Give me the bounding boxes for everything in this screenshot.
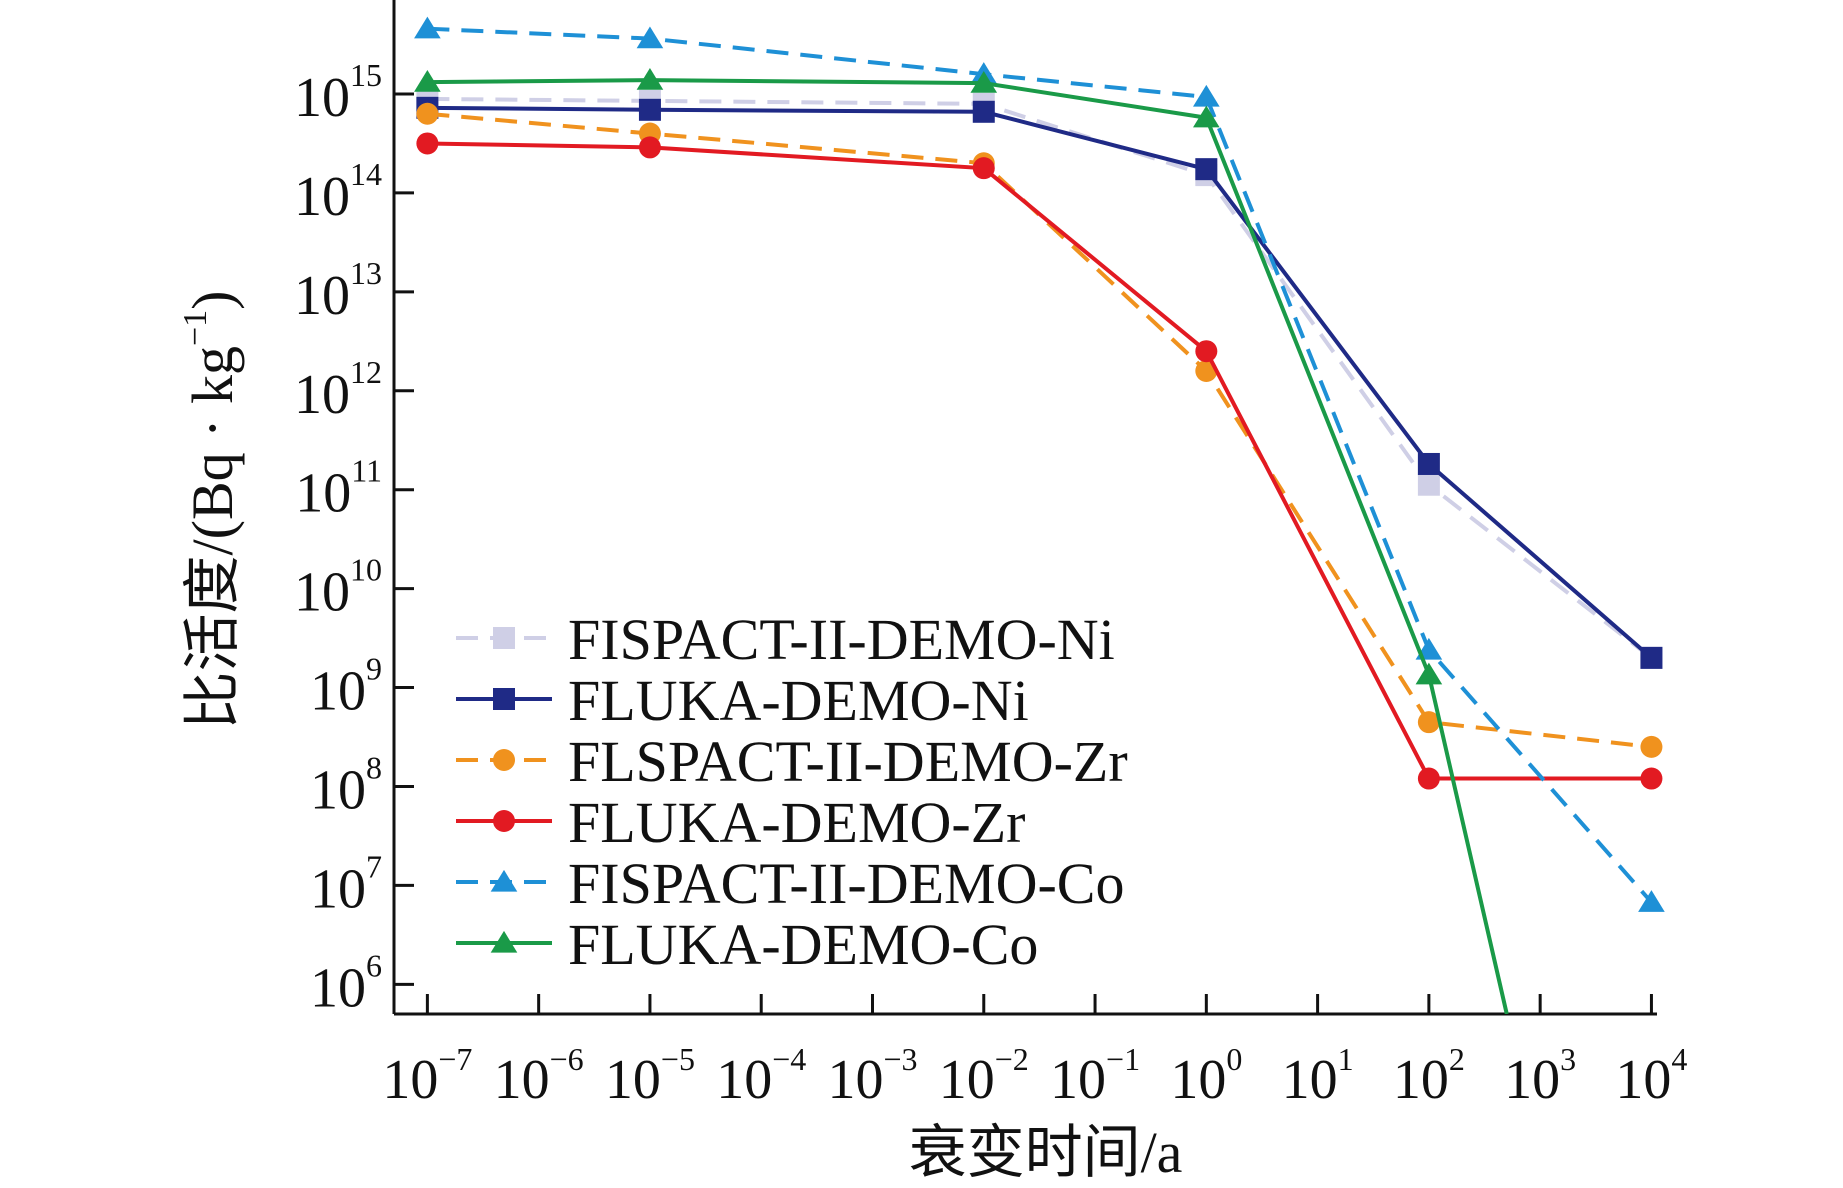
x-tick-label: 101 [1282, 1041, 1354, 1111]
data-point-circle [416, 102, 439, 125]
x-tick-label: 10−3 [827, 1041, 917, 1111]
x-axis-label: 衰变时间/a [909, 1120, 1183, 1185]
data-point-triangle [970, 70, 998, 93]
data-point-square [972, 100, 995, 123]
x-tick-label: 103 [1504, 1041, 1576, 1111]
data-point-triangle [636, 26, 664, 49]
data-point-triangle [1638, 890, 1665, 912]
series-lines [414, 16, 1665, 1014]
data-point-circle [1640, 735, 1663, 758]
series-line [427, 26, 1653, 904]
x-tick-label: 104 [1615, 1041, 1687, 1111]
legend-item: FISPACT-II-DEMO-Co [456, 851, 1124, 916]
data-point-square [1640, 646, 1663, 669]
axes: 10−7 10−6 10−5 10−4 10−3 10−2 10−1 100 101 102 103… [294, 0, 1687, 1111]
legend-item: FLUKA-DEMO-Zr [456, 790, 1026, 855]
legend-label: FLUKA-DEMO-Zr [568, 790, 1026, 855]
legend-label: FLUKA-DEMO-Co [568, 912, 1038, 977]
data-point-square [493, 627, 515, 649]
series-line [427, 141, 1652, 781]
series-4 [416, 132, 1663, 790]
data-point-triangle [414, 16, 441, 39]
x-tick-label: 102 [1393, 1041, 1465, 1111]
data-point-triangle [1193, 84, 1220, 107]
y-tick-label: 1011 [295, 453, 382, 525]
y-tick-label: 108 [310, 749, 382, 821]
data-point-circle [1417, 711, 1440, 734]
data-point-square [1195, 158, 1218, 181]
y-tick-label: 106 [310, 947, 382, 1019]
data-point-triangle [1193, 105, 1220, 128]
data-point-circle [638, 136, 661, 159]
data-point-triangle [490, 869, 518, 892]
x-tick-label: 10−7 [382, 1041, 472, 1111]
y-tick-label: 109 [310, 651, 382, 723]
data-point-square [638, 98, 661, 121]
legend: FISPACT-II-DEMO-NiFLUKA-DEMO-NiFLSPACT-I… [456, 607, 1128, 977]
series-2 [416, 96, 1663, 669]
data-point-square [1417, 452, 1440, 475]
legend-label: FLSPACT-II-DEMO-Zr [568, 729, 1128, 794]
legend-item: FLUKA-DEMO-Co [456, 912, 1038, 977]
axis-labels: 衰变时间/a 比活度/(Bq · kg−1) [177, 291, 1182, 1185]
series-3 [416, 102, 1663, 758]
series-line [427, 111, 1652, 749]
data-point-circle [493, 810, 515, 832]
series-line [427, 78, 1509, 1014]
legend-label: FISPACT-II-DEMO-Ni [568, 607, 1115, 672]
y-axis-label: 比活度/(Bq · kg−1) [177, 291, 245, 730]
x-tick-label: 10−5 [605, 1041, 695, 1111]
data-point-circle [1417, 767, 1440, 790]
legend-label: FISPACT-II-DEMO-Co [568, 851, 1124, 916]
data-point-square [493, 688, 515, 710]
data-point-triangle [490, 930, 518, 953]
data-point-circle [1195, 340, 1218, 363]
legend-item: FLSPACT-II-DEMO-Zr [456, 729, 1128, 794]
series-line [427, 105, 1653, 660]
data-point-circle [493, 749, 515, 771]
x-tick-label: 10−2 [939, 1041, 1029, 1111]
data-point-triangle [1415, 662, 1443, 685]
legend-item: FISPACT-II-DEMO-Ni [456, 607, 1115, 672]
series-line [427, 96, 1653, 660]
y-tick-label: 1012 [294, 354, 382, 426]
series-6 [414, 68, 1509, 1014]
x-tick-label: 10−4 [716, 1041, 806, 1111]
data-point-circle [1640, 767, 1663, 790]
x-tick-label: 100 [1170, 1041, 1242, 1111]
legend-label: FLUKA-DEMO-Ni [568, 668, 1029, 733]
y-tick-label: 1015 [294, 57, 382, 129]
data-point-circle [972, 157, 995, 180]
y-tick-label: 1010 [294, 552, 382, 624]
y-tick-label: 1014 [294, 156, 382, 228]
legend-item: FLUKA-DEMO-Ni [456, 668, 1029, 733]
data-point-triangle [636, 68, 664, 90]
x-tick-label: 10−6 [494, 1041, 584, 1111]
y-tick-label: 1013 [294, 255, 382, 327]
y-tick-label: 107 [310, 848, 382, 920]
data-point-square [1417, 473, 1440, 496]
x-tick-label: 10−1 [1050, 1041, 1140, 1111]
data-point-triangle [414, 70, 441, 92]
data-point-circle [416, 132, 439, 155]
